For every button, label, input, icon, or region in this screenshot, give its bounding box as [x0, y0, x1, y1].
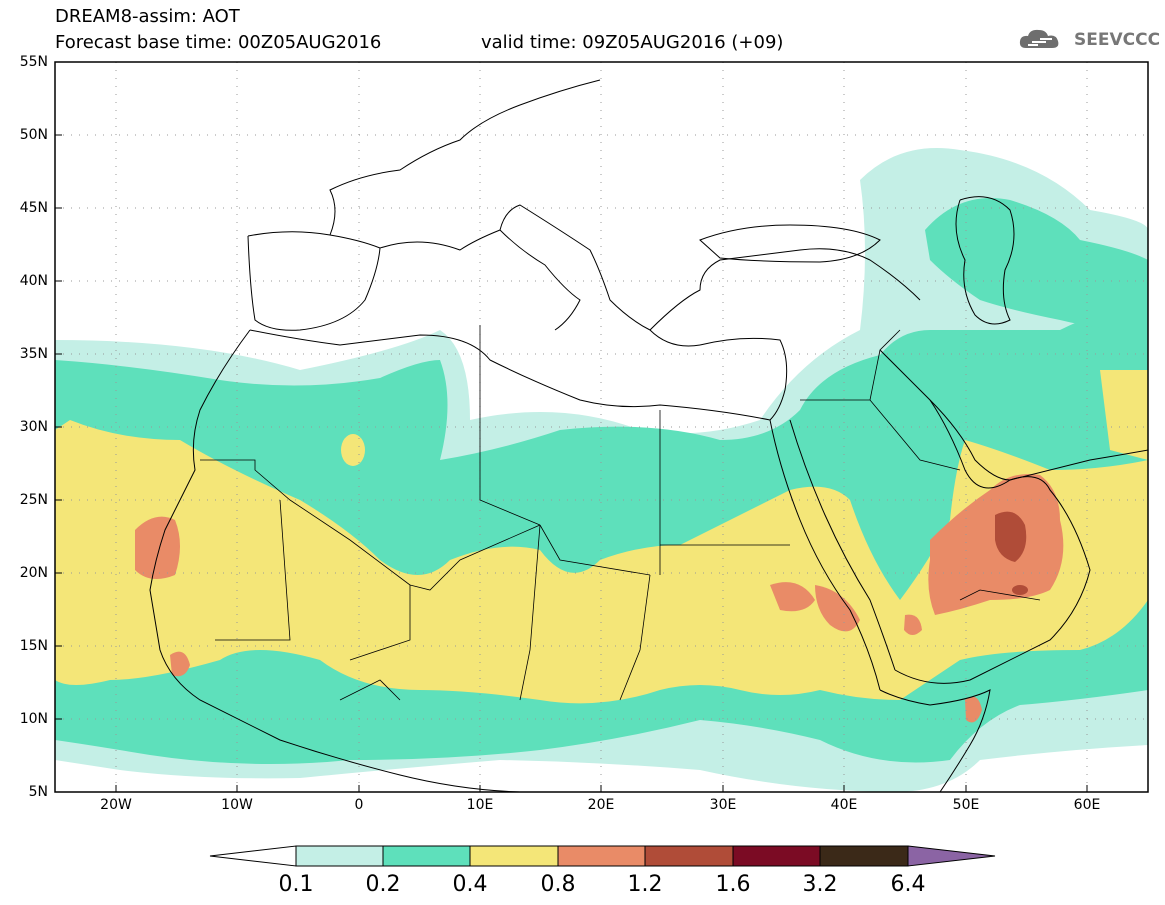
lon-label: 10W: [221, 797, 253, 813]
colorbar-swatch-3: [469, 845, 559, 867]
lon-label: 10E: [466, 797, 494, 813]
colorbar-swatch-7: [819, 845, 909, 867]
lon-label: 30E: [709, 797, 737, 813]
lat-label: 20N: [19, 565, 48, 581]
aot-field: [55, 148, 1148, 792]
colorbar-swatch-4: [557, 845, 646, 867]
aot-level-0.8-ethiopia: [815, 585, 860, 632]
colorbar-label: 1.2: [627, 872, 663, 897]
lat-label: 55N: [19, 54, 48, 70]
country-borders: [200, 325, 1041, 701]
colorbar-label: 0.1: [278, 872, 314, 897]
aot-level-1.2-spot: [1012, 585, 1028, 595]
aot-level-0.8-arabia: [928, 474, 1064, 615]
colorbar-label: 0.4: [452, 872, 488, 897]
lat-label: 25N: [19, 492, 48, 508]
colorbar-label: 0.2: [365, 872, 401, 897]
aot-level-0.8-senegal: [170, 651, 190, 677]
lon-label: 0: [354, 797, 364, 813]
coastlines: [149, 79, 1148, 792]
aot-level-0.8-west: [135, 516, 180, 579]
aot-level-0.4-iran: [1100, 370, 1148, 460]
colorbar-swatch-6: [732, 845, 821, 867]
lat-label: 15N: [19, 638, 48, 654]
seevccc-logo: SEEVCCC: [1018, 26, 1161, 52]
lon-label: 60E: [1073, 797, 1101, 813]
colorbar-swatch-2: [382, 845, 471, 867]
forecast-base-time: Forecast base time: 00Z05AUG2016: [55, 32, 382, 53]
colorbar-label: 3.2: [802, 872, 838, 897]
aot-level-0.4: [55, 420, 1148, 704]
aot-level-0.4-spot: [341, 434, 365, 466]
colorbar-label: 1.6: [715, 872, 751, 897]
logo-text: SEEVCCC: [1074, 30, 1161, 50]
colorbar-label: 6.4: [890, 872, 926, 897]
aot-level-0.8-oman: [904, 614, 922, 635]
colorbar-swatch-low-arrow: [209, 845, 297, 867]
aot-level-1.2: [995, 511, 1027, 562]
colorbar-swatch-high-arrow: [907, 845, 996, 867]
lon-label: 50E: [952, 797, 980, 813]
lat-label: 10N: [19, 711, 48, 727]
colorbar-swatch-1: [295, 845, 384, 867]
colorbar-swatch-5: [644, 845, 734, 867]
graticule: [55, 62, 1148, 792]
aot-level-0.8-sudan: [770, 582, 815, 612]
lon-label: 20E: [587, 797, 615, 813]
cloud-icon: [1019, 29, 1059, 48]
lon-label: 40E: [830, 797, 858, 813]
aot-level-0.8-somalia: [965, 696, 982, 723]
colorbar-label: 0.8: [540, 872, 576, 897]
lat-label: 40N: [19, 273, 48, 289]
colorbar: [209, 845, 996, 867]
lat-label: 45N: [19, 200, 48, 216]
aot-level-0.2-caspian: [925, 198, 1148, 330]
forecast-valid-time: valid time: 09Z05AUG2016 (+09): [481, 32, 784, 53]
lon-label: 20W: [100, 797, 132, 813]
lat-label: 50N: [19, 127, 48, 143]
map-title: DREAM8-assim: AOT: [55, 6, 240, 27]
lat-label: 35N: [19, 346, 48, 362]
forecast-times: Forecast base time: 00Z05AUG2016 valid t…: [55, 33, 855, 93]
lat-label: 30N: [19, 419, 48, 435]
axis-ticks: [55, 61, 1088, 792]
lat-label: 5N: [28, 784, 48, 800]
